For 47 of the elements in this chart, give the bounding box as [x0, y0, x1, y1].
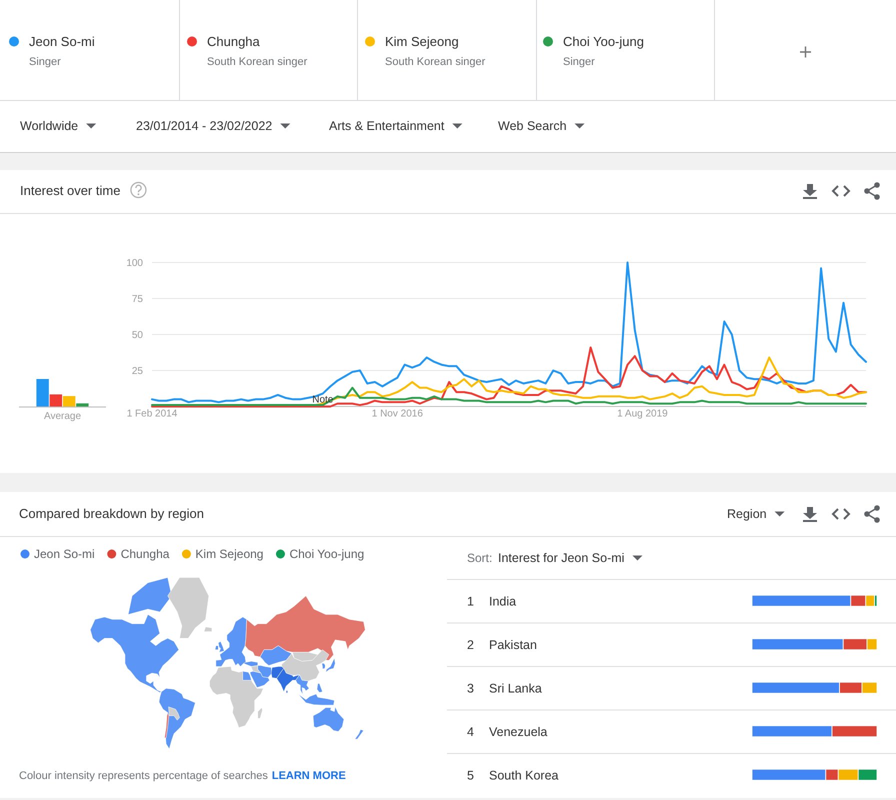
y-tick-label: South Korea	[489, 768, 559, 782]
line-series	[151, 262, 867, 404]
text: South Korean singer	[385, 56, 486, 68]
text: 23/01/2014 - 23/02/2022	[136, 119, 272, 133]
text: 5	[467, 768, 474, 782]
line-series	[151, 346, 867, 408]
text: 1	[467, 594, 474, 608]
line-series	[151, 386, 867, 406]
text: Web Search	[498, 119, 567, 133]
text: 4	[467, 724, 474, 739]
x-tick-label: 1 Feb 2014	[126, 408, 178, 420]
bar	[36, 379, 49, 407]
text: Singer	[563, 56, 596, 68]
legend-label: Choi Yoo-jung	[563, 34, 644, 49]
text: Singer	[29, 56, 62, 68]
y-tick-label: India	[489, 594, 516, 608]
y-tick-label: 25	[132, 366, 144, 377]
text: Compared breakdown by region	[19, 506, 204, 521]
text: Region	[727, 507, 767, 521]
text: Arts & Entertainment	[329, 119, 445, 133]
text: Sort:	[467, 551, 492, 565]
legend-label: Kim Sejeong	[195, 547, 264, 561]
legend-label: Choi Yoo-jung	[289, 547, 364, 561]
legend-label: Chungha	[120, 547, 170, 561]
text: South Korean singer	[207, 56, 308, 68]
legend-label: Chungha	[207, 34, 261, 49]
x-tick-label: 1 Nov 2016	[372, 408, 424, 420]
y-tick-label: Sri Lanka	[489, 681, 542, 696]
text: 3	[467, 681, 474, 696]
y-tick-label: Venezuela	[489, 724, 548, 739]
text: Colour intensity represents percentage of searches	[19, 770, 268, 782]
bar	[62, 396, 76, 407]
x-tick-label: 1 Aug 2019	[617, 408, 668, 420]
bar	[50, 394, 62, 407]
y-tick-label: Pakistan	[489, 638, 537, 652]
text: 2	[467, 638, 474, 652]
y-tick-label: 100	[126, 258, 144, 269]
text: Interest for Jeon So-mi	[498, 551, 624, 565]
chart-title: Interest over time	[20, 183, 120, 198]
x-tick-label: Average	[44, 411, 82, 422]
text: LEARN MORE	[272, 770, 346, 782]
legend-label: Kim Sejeong	[385, 34, 459, 49]
text: Worldwide	[20, 119, 78, 133]
y-tick-label: 50	[132, 330, 144, 341]
legend-label: Jeon So-mi	[29, 34, 95, 49]
y-tick-label: 75	[132, 294, 144, 305]
legend-label: Jeon So-mi	[34, 547, 95, 561]
